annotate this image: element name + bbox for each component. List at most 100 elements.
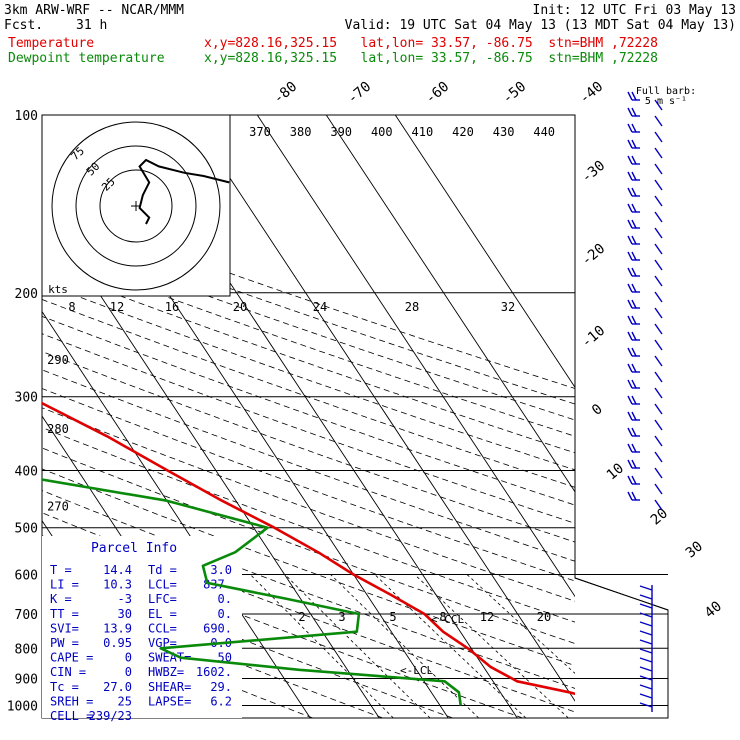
mixing-ratio-label: 5 xyxy=(389,610,396,624)
parcel-label: LFC= xyxy=(148,592,177,606)
pressure-label-1000: 1000 xyxy=(7,699,38,714)
low-level-wind-barb xyxy=(639,657,653,663)
parcel-label: CELL = xyxy=(50,709,93,723)
dry-adiabat xyxy=(42,266,575,454)
temperature-label: 30 xyxy=(683,538,706,561)
temperature-label: -20 xyxy=(579,241,609,270)
mixing-ratio-label: 3 xyxy=(338,610,345,624)
mixing-ratio-line xyxy=(466,574,575,674)
parcel-value: 6.2 xyxy=(210,694,232,708)
wind-barb xyxy=(627,411,633,421)
wind-barb xyxy=(627,171,633,181)
parcel-label: SHEAR= xyxy=(148,680,191,694)
mixing-ratio-label: 12 xyxy=(110,300,124,314)
wind-barb xyxy=(631,475,637,485)
theta-label: 400 xyxy=(371,125,393,139)
wind-barb xyxy=(631,171,637,181)
wind-barb xyxy=(627,331,633,341)
wind-barb xyxy=(631,219,637,229)
wind-barb xyxy=(627,491,633,501)
temperature-label: -40 xyxy=(577,79,607,108)
mixing-ratio-line xyxy=(414,574,569,718)
pressure-label-200: 200 xyxy=(15,287,38,302)
parcel-value: 0 xyxy=(125,665,132,679)
low-level-wind-barb xyxy=(639,675,653,681)
wind-barb xyxy=(654,435,663,447)
temperature-label: -80 xyxy=(271,79,301,108)
legend-temperature-location: x,y=828.16,325.15 lat,lon= 33.57, -86.75… xyxy=(204,36,658,51)
mixing-ratio-label: 20 xyxy=(537,610,551,624)
hodograph-ring xyxy=(99,169,173,243)
wind-barb xyxy=(654,211,663,223)
wind-barb xyxy=(654,291,663,303)
theta-label: 370 xyxy=(249,125,271,139)
wind-barb xyxy=(654,403,663,415)
wind-barb xyxy=(654,371,663,383)
wind-barb xyxy=(631,187,637,197)
wind-barb xyxy=(631,427,637,437)
wind-barb xyxy=(627,315,633,325)
hodograph-ring xyxy=(75,145,197,267)
wind-barb xyxy=(627,427,633,437)
parcel-label: T = xyxy=(50,563,72,577)
mixing-ratio-line xyxy=(330,574,479,718)
wind-barb xyxy=(654,499,663,511)
low-level-wind-barb xyxy=(639,702,653,708)
parcel-label: SVI= xyxy=(50,621,79,635)
wind-barb xyxy=(654,275,663,287)
wind-barb xyxy=(654,451,663,463)
wind-barb xyxy=(627,219,633,229)
parcel-label: EL = xyxy=(148,607,177,621)
wind-barb xyxy=(654,339,663,351)
wind-barb xyxy=(627,91,633,101)
parcel-value: 0. xyxy=(218,607,232,621)
forecast-label: Fcst. xyxy=(4,18,44,33)
wind-barb xyxy=(654,323,663,335)
wind-barb xyxy=(631,411,637,421)
pressure-label-600: 600 xyxy=(15,568,38,583)
pressure-label-700: 700 xyxy=(15,608,38,623)
temperature-label: 10 xyxy=(604,460,627,483)
low-level-wind-barb xyxy=(639,666,653,672)
annotations: <-CCL <-LCL Full barb:5 m s⁻¹ xyxy=(400,86,696,677)
parcel-label: Td = xyxy=(148,563,177,577)
temperature-label: -30 xyxy=(579,158,609,187)
wind-barb xyxy=(627,395,633,405)
parcel-label: LCL= xyxy=(148,578,177,592)
low-level-wind-barb xyxy=(639,603,653,609)
temperature-label: 0 xyxy=(589,401,606,419)
isotherm xyxy=(394,115,575,389)
parcel-value: 3.0 xyxy=(210,563,232,577)
parcel-value: 1602. xyxy=(196,665,232,679)
wind-barb xyxy=(654,195,663,207)
wind-barb xyxy=(631,123,637,133)
mixing-ratio-label: 24 xyxy=(313,300,327,314)
temperature-label: -70 xyxy=(345,79,375,108)
parcel-value: 690. xyxy=(203,621,232,635)
low-level-wind-barb xyxy=(639,684,653,690)
model-title: 3km ARW-WRF -- NCAR/MMM xyxy=(4,3,185,18)
theta-label: 410 xyxy=(412,125,434,139)
legend-dewpoint-name: Dewpoint temperature xyxy=(8,51,165,66)
parcel-label: LI = xyxy=(50,578,79,592)
temperature-label: -50 xyxy=(500,79,530,108)
parcel-value: 0.95 xyxy=(103,636,132,650)
wind-barb xyxy=(654,131,663,143)
wind-barb xyxy=(627,123,633,133)
parcel-label: K = xyxy=(50,592,72,606)
parcel-value: 30 xyxy=(118,607,132,621)
wind-barb xyxy=(631,155,637,165)
wind-barb xyxy=(654,227,663,239)
wind-barb xyxy=(631,347,637,357)
lower-frame-edge xyxy=(574,577,669,611)
wind-barb xyxy=(627,203,633,213)
temperature-label: -10 xyxy=(579,323,609,352)
wind-barb xyxy=(627,107,633,117)
wind-barb xyxy=(631,251,637,261)
pressure-label-800: 800 xyxy=(15,642,38,657)
kts-label: kts xyxy=(48,283,68,296)
wind-barb xyxy=(654,179,663,191)
wind-barb xyxy=(654,483,663,495)
dry-adiabat xyxy=(42,234,575,421)
